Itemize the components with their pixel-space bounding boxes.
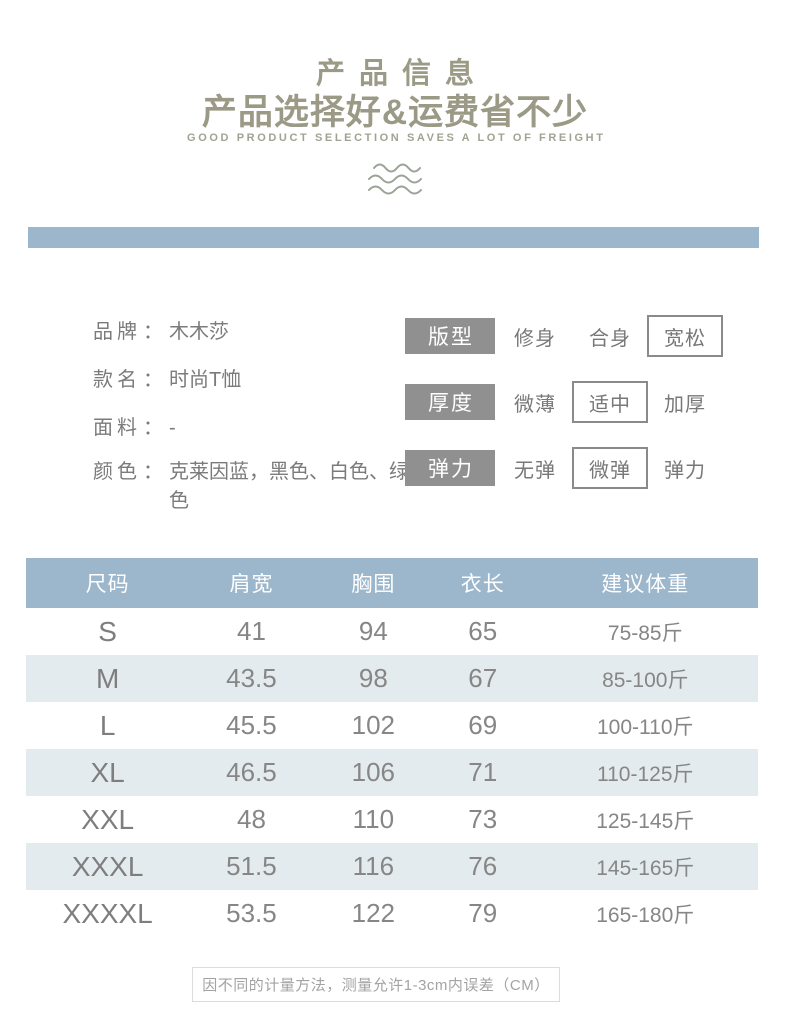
- table-cell: XXXL: [71, 850, 144, 882]
- attribute-option: 无弹: [514, 459, 556, 482]
- attribute-option-selected: 微弹: [572, 447, 648, 489]
- size-table-header-row: 尺码 肩宽 胸围 衣长 建议体重: [26, 558, 758, 608]
- waves-icon: [368, 163, 422, 195]
- table-cell: XL: [90, 756, 125, 788]
- table-cell: XXL: [81, 803, 135, 835]
- table-cell: 94: [358, 616, 388, 646]
- table-cell: 51.5: [226, 851, 277, 881]
- table-cell: 71: [468, 757, 498, 787]
- page-tagline: GOOD PRODUCT SELECTION SAVES A LOT OF FR…: [187, 132, 606, 144]
- detail-label: 品牌: [93, 321, 141, 343]
- table-row: M 43.5 98 67 85-100斤: [26, 655, 758, 702]
- attribute-option: 修身: [514, 327, 556, 350]
- table-cell: 165-180斤: [596, 903, 695, 927]
- attribute-option-selected: 宽松: [647, 315, 723, 357]
- table-cell: 53.5: [226, 898, 277, 928]
- table-cell: 85-100斤: [602, 668, 689, 692]
- size-table: 尺码 肩宽 胸围 衣长 建议体重 S 41 94 65 75-85斤 M 43.5 98 67 85-100…: [26, 558, 758, 937]
- detail-label: 颜色: [93, 461, 141, 483]
- table-cell: S: [98, 615, 117, 647]
- table-cell: 43.5: [226, 663, 277, 693]
- detail-row: 面料： -: [93, 414, 423, 443]
- detail-label: 面料: [93, 417, 141, 439]
- table-cell: 110-125斤: [597, 762, 694, 786]
- detail-value: -: [169, 417, 176, 439]
- detail-label: 款名: [93, 369, 141, 391]
- table-cell: 145-165斤: [596, 856, 695, 880]
- attribute-option-selected: 适中: [572, 381, 648, 423]
- table-cell: 102: [351, 710, 396, 740]
- size-table-header-cell: 建议体重: [601, 573, 690, 596]
- table-row: XXXXL 53.5 122 79 165-180斤: [26, 890, 758, 937]
- detail-row: 品牌： 木木莎: [93, 318, 423, 347]
- table-cell: 122: [351, 898, 396, 928]
- detail-row: 款名： 时尚T恤: [93, 366, 423, 395]
- detail-separator: ：: [143, 461, 163, 483]
- table-cell: 106: [351, 757, 396, 787]
- size-table-header-cell: 肩宽: [229, 573, 274, 596]
- detail-row: 颜色： 克莱因蓝，黑色、白色、绿色: [93, 458, 423, 516]
- size-table-header-cell: 尺码: [85, 573, 130, 596]
- table-cell: 125-145斤: [596, 809, 695, 833]
- table-cell: 79: [468, 898, 498, 928]
- table-cell: 110: [352, 804, 395, 834]
- table-cell: 67: [468, 663, 498, 693]
- table-row: XXXL 51.5 116 76 145-165斤: [26, 843, 758, 890]
- measurement-note: 因不同的计量方法，测量允许1-3cm内误差（CM）: [192, 967, 560, 1002]
- table-cell: 116: [352, 851, 395, 881]
- table-cell: M: [95, 662, 120, 694]
- table-cell: 65: [468, 616, 498, 646]
- table-row: XL 46.5 106 71 110-125斤: [26, 749, 758, 796]
- detail-value: 克莱因蓝，黑色、白色、绿色: [169, 461, 409, 512]
- attribute-label: 弹力: [405, 450, 495, 486]
- table-cell: 69: [468, 710, 498, 740]
- size-table-header-cell: 胸围: [351, 573, 396, 596]
- size-table-header-cell: 衣长: [460, 573, 505, 596]
- attribute-option: 微薄: [514, 393, 556, 416]
- table-cell: 100-110斤: [597, 715, 694, 739]
- table-cell: L: [99, 709, 116, 741]
- divider-bar: [28, 227, 759, 248]
- detail-value: 时尚T恤: [169, 369, 242, 391]
- attribute-option: 合身: [589, 327, 631, 350]
- attribute-label: 厚度: [405, 384, 495, 420]
- attribute-option: 加厚: [664, 393, 706, 416]
- detail-separator: ：: [143, 417, 163, 439]
- attribute-label: 版型: [405, 318, 495, 354]
- table-cell: 98: [358, 663, 388, 693]
- detail-separator: ：: [143, 369, 163, 391]
- page-subtitle: 产品选择好&运费省不少: [201, 93, 589, 132]
- detail-separator: ：: [143, 321, 163, 343]
- page-title: 产品信息: [315, 58, 488, 90]
- table-cell: 46.5: [226, 757, 277, 787]
- table-cell: 73: [468, 804, 498, 834]
- table-row: L 45.5 102 69 100-110斤: [26, 702, 758, 749]
- table-cell: 48: [236, 804, 266, 834]
- table-cell: 45.5: [226, 710, 277, 740]
- table-cell: 75-85斤: [607, 621, 683, 645]
- table-row: S 41 94 65 75-85斤: [26, 608, 758, 655]
- table-cell: XXXXL: [62, 897, 153, 929]
- detail-value: 木木莎: [169, 321, 229, 343]
- attribute-option: 弹力: [664, 459, 706, 482]
- table-cell: 41: [236, 616, 266, 646]
- table-row: XXL 48 110 73 125-145斤: [26, 796, 758, 843]
- table-cell: 76: [468, 851, 498, 881]
